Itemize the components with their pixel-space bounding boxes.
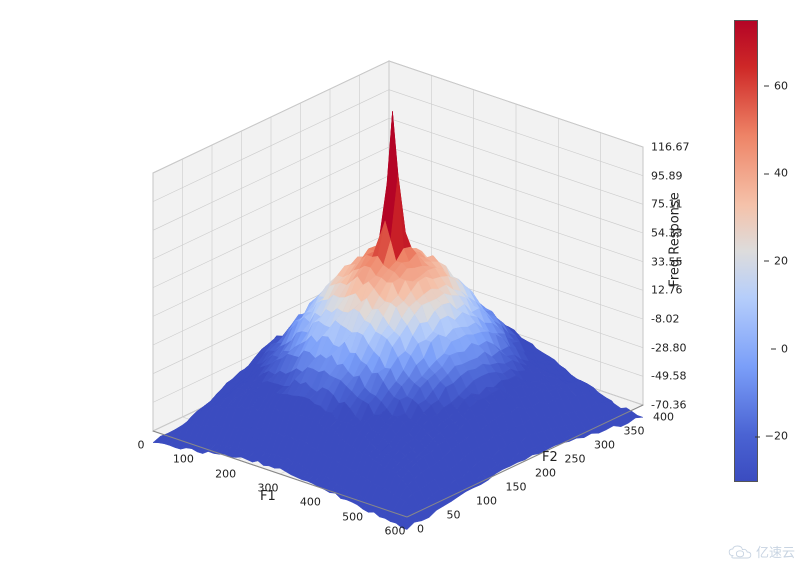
colorbar-ticks: −20 0 20 40 60 — [760, 20, 788, 480]
z-axis-label: Freq Response — [668, 192, 683, 286]
surface-3d-plot: 0100200300400500600050100150200250300350… — [55, 25, 675, 535]
y-axis-label: F2 — [542, 450, 558, 465]
axis-tick: 500 — [342, 510, 363, 523]
axis-tick: 50 — [447, 509, 461, 522]
axis-tick: 300 — [594, 439, 615, 452]
colorbar-tick: 20 — [774, 254, 788, 267]
axis-tick: 200 — [535, 467, 556, 480]
colorbar — [734, 20, 758, 482]
axis-tick: 100 — [173, 453, 194, 466]
colorbar-tick: 60 — [774, 79, 788, 92]
axis-tick: 400 — [300, 496, 321, 509]
colorbar-tick: 40 — [774, 167, 788, 180]
axis-tick: 116.67 — [651, 141, 690, 154]
watermark-text: 亿速云 — [756, 542, 795, 561]
axis-tick: 0 — [138, 439, 145, 452]
axis-tick: 0 — [417, 523, 424, 536]
axis-tick: 250 — [565, 453, 586, 466]
axis-tick: 600 — [385, 525, 406, 538]
axis-tick: 350 — [624, 425, 645, 438]
axis-tick: -49.58 — [651, 370, 686, 383]
axis-tick: 100 — [476, 495, 497, 508]
colorbar-tick: −20 — [765, 430, 788, 443]
colorbar-tick: 0 — [781, 342, 788, 355]
x-axis-label: F1 — [260, 489, 276, 504]
watermark: 亿速云 — [728, 542, 795, 561]
axis-tick: 200 — [215, 467, 236, 480]
axis-tick: 150 — [506, 481, 527, 494]
axis-tick: 95.89 — [651, 169, 683, 182]
axis-tick: 400 — [653, 411, 674, 424]
axis-tick: -8.02 — [651, 313, 679, 326]
axis-tick: -28.80 — [651, 341, 686, 354]
axis-tick: -70.36 — [651, 399, 686, 412]
